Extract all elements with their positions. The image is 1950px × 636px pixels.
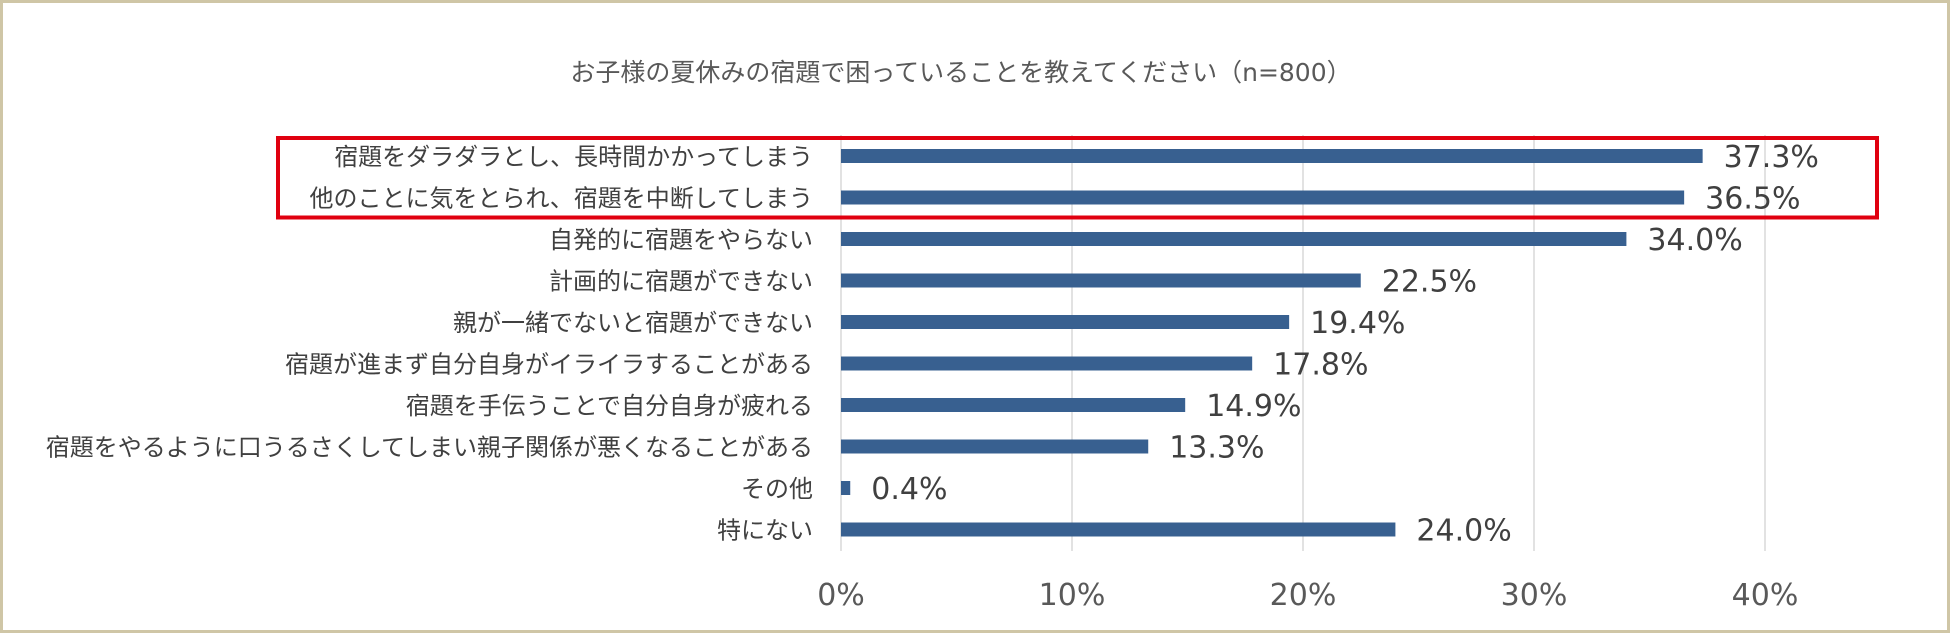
category-label: 親が一緒でないと宿題ができない (453, 309, 813, 337)
value-label: 19.4% (1310, 306, 1405, 341)
bar (841, 149, 1703, 163)
highlight-box (276, 136, 1879, 220)
category-label: 特にない (717, 517, 813, 545)
category-label: 宿題をダラダラとし、長時間かかってしまう (334, 143, 813, 171)
category-label: 他のことに気をとられ、宿題を中断してしまう (309, 185, 813, 213)
bar (841, 190, 1685, 205)
x-tick-label: 30% (1501, 578, 1568, 613)
value-label: 36.5% (1705, 182, 1800, 217)
category-label: 宿題を手伝うことで自分自身が疲れる (406, 392, 813, 420)
bar (841, 439, 1149, 454)
value-label: 34.0% (1647, 223, 1742, 258)
x-axis-ticks: 0% 10% 20% 30% 40% (817, 578, 1798, 613)
value-label: 0.4% (871, 472, 947, 507)
value-label: 14.9% (1206, 389, 1301, 424)
bar (841, 273, 1361, 288)
bar (841, 481, 851, 495)
chart-title: お子様の夏休みの宿題で困っていることを教えてください（n=800） (570, 58, 1351, 87)
x-tick-label: 20% (1270, 578, 1337, 613)
category-label: その他 (741, 475, 813, 503)
value-label: 22.5% (1382, 265, 1477, 300)
bars (841, 149, 1703, 537)
bar (841, 315, 1290, 329)
bar (841, 232, 1627, 246)
category-labels: 宿題をダラダラとし、長時間かかってしまう他のことに気をとられ、宿題を中断してしま… (46, 143, 813, 545)
x-tick-label: 0% (817, 578, 865, 613)
value-label: 13.3% (1169, 431, 1264, 466)
x-tick-label: 40% (1732, 578, 1799, 613)
bar (841, 356, 1253, 371)
bar (841, 398, 1186, 412)
category-label: 計画的に宿題ができない (549, 268, 813, 296)
value-label: 37.3% (1724, 140, 1819, 175)
value-label: 17.8% (1273, 348, 1368, 383)
category-label: 宿題をやるように口うるさくしてしまい親子関係が悪くなることがある (46, 434, 813, 462)
highlight-box-layer (276, 136, 1879, 220)
value-labels: 37.3% 36.5% 34.0% 22.5% 19.4% 17.8% 14.9% 13.3%… (871, 140, 1819, 549)
category-label: 自発的に宿題をやらない (549, 226, 813, 254)
x-tick-label: 10% (1039, 578, 1106, 613)
category-label: 宿題が進まず自分自身がイライラすることがある (285, 351, 813, 379)
bar-chart: お子様の夏休みの宿題で困っていることを教えてください（n=800） 宿題をダラダ… (46, 58, 1879, 613)
bar (841, 522, 1396, 537)
value-label: 24.0% (1416, 514, 1511, 549)
